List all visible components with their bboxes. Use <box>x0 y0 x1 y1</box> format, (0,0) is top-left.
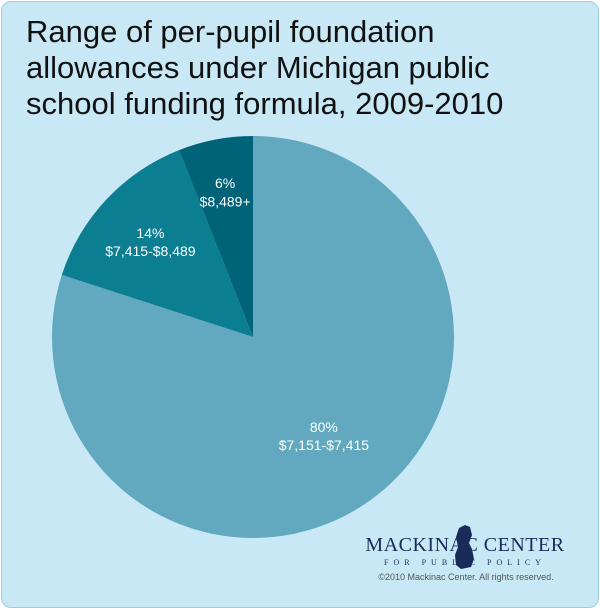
chart-title: Range of per-pupil foundation allowances… <box>26 14 504 121</box>
pie-slice <box>61 150 253 337</box>
slice-label: 80% $7,151-$7,415 <box>279 419 370 453</box>
category-label: $8,489+ <box>200 193 251 209</box>
value-label: 80% <box>310 419 338 435</box>
category-label: $7,151-$7,415 <box>279 437 370 453</box>
tagline: FOR PUBLIC POLICY <box>384 558 546 567</box>
category-label: $7,415-$8,489 <box>105 243 196 259</box>
pie-slice <box>179 136 253 337</box>
value-label: 6% <box>215 175 235 191</box>
slice-label: 14% $7,415-$8,489 <box>105 225 196 259</box>
michigan-logo <box>455 525 474 569</box>
copyright: ©2010 Mackinac Center. All rights reserv… <box>378 572 553 582</box>
brand: MACKINAC CENTER <box>365 534 564 556</box>
pie: 80% $7,151-$7,415 14% $7,415-$8,489 6% $8,489… <box>51 136 455 538</box>
value-label: 14% <box>136 225 164 241</box>
slice-label: 6% $8,489+ <box>200 175 251 209</box>
